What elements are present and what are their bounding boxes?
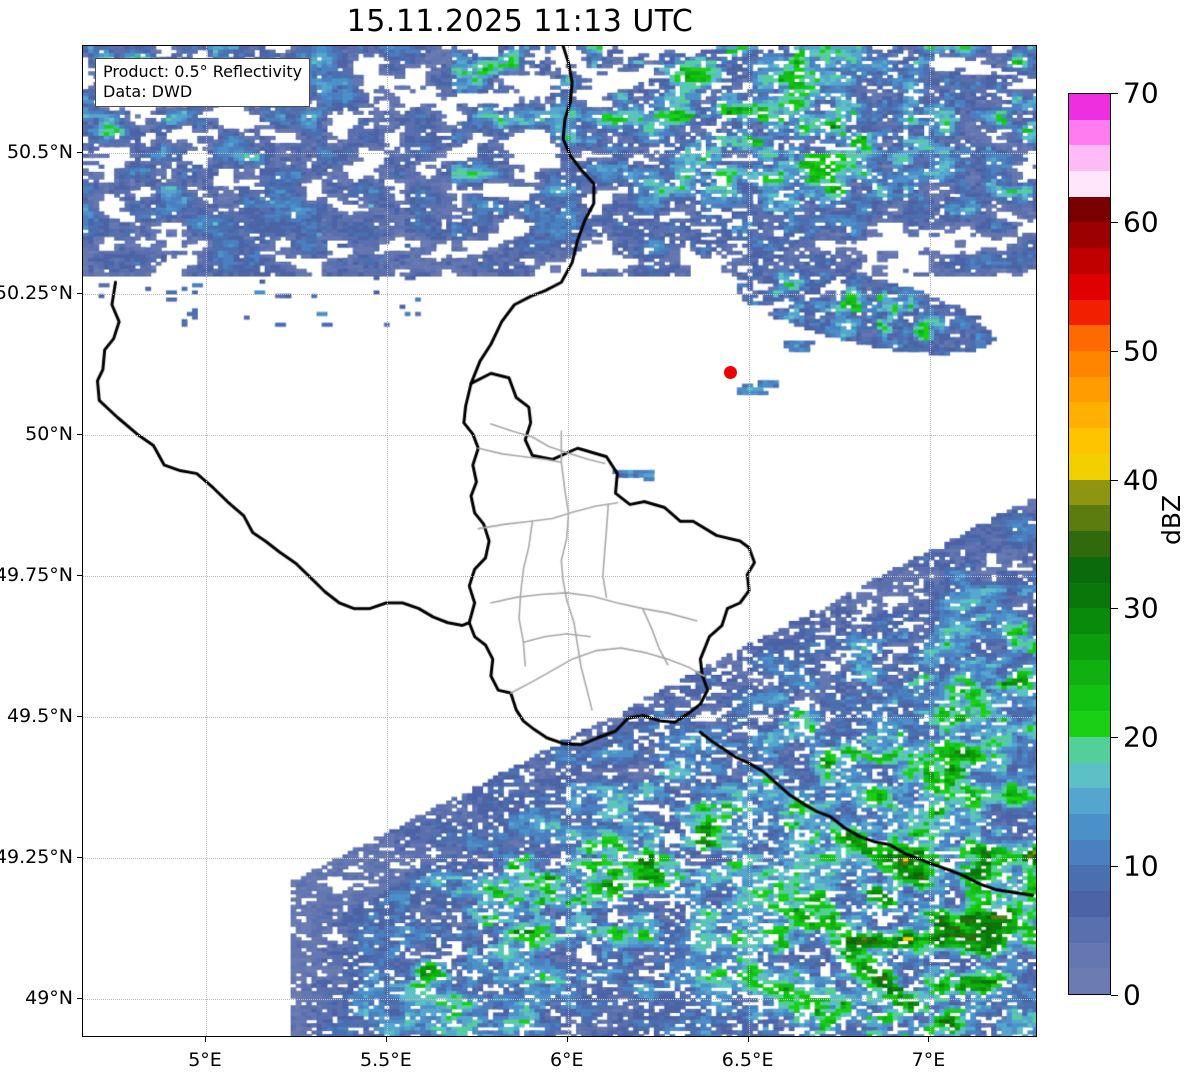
ytick-label-6: 49°N	[25, 986, 73, 1009]
colorbar-band-33	[1069, 119, 1110, 146]
colorbar[interactable]: 0 10 20 30 40 50 60 70	[1068, 77, 1159, 1012]
colorbar-band-5	[1069, 839, 1110, 866]
xtick-mark-2	[566, 1037, 568, 1042]
ytick-mark-5	[77, 856, 82, 858]
colorbar-tick-label-4: 40	[1123, 463, 1159, 497]
colorbar-tick-label-6: 60	[1123, 205, 1159, 239]
colorbar-band-14	[1069, 608, 1110, 634]
colorbar-tick-label-2: 20	[1123, 720, 1159, 754]
colorbar-band-7	[1069, 788, 1110, 814]
colorbar-band-17	[1069, 531, 1110, 557]
xtick-label-1: 5.5°E	[359, 1049, 412, 1071]
colorbar-band-31	[1069, 171, 1110, 197]
colorbar-tick-7	[1111, 93, 1118, 94]
gridline-lon-2	[567, 46, 569, 1036]
ytick-mark-2	[77, 433, 82, 435]
colorbar-tick-3	[1111, 608, 1118, 610]
colorbar-band-9	[1069, 736, 1110, 763]
colorbar-tick-1	[1111, 866, 1118, 868]
colorbar-band-18	[1069, 505, 1110, 532]
colorbar-band-24	[1069, 351, 1110, 377]
ytick-label-1: 50.25°N	[0, 282, 73, 304]
colorbar-band-30	[1069, 196, 1110, 223]
gridline-lon-1	[386, 46, 388, 1036]
colorbar-band-21	[1069, 428, 1110, 454]
gridline-lat-3	[83, 575, 1036, 577]
colorbar-tick-2	[1111, 737, 1118, 739]
colorbar-band-4	[1069, 865, 1110, 892]
xtick-label-3: 6.5°E	[721, 1049, 774, 1071]
colorbar-band-23	[1069, 376, 1110, 403]
colorbar-axis-label: dBZ	[1157, 494, 1186, 545]
colorbar-band-2	[1069, 916, 1110, 943]
gridline-lon-3	[748, 46, 750, 1036]
colorbar-band-28	[1069, 248, 1110, 274]
colorbar-band-6	[1069, 813, 1110, 840]
geographic-borders-layer	[83, 46, 1036, 1036]
ytick-mark-1	[77, 293, 82, 294]
colorbar-band-11	[1069, 685, 1110, 712]
xtick-mark-4	[928, 1037, 930, 1042]
radar-site-marker[interactable]	[724, 366, 738, 380]
colorbar-band-22	[1069, 402, 1110, 429]
colorbar-band-34	[1069, 93, 1110, 120]
ytick-label-3: 49.75°N	[0, 563, 73, 586]
colorbar-tick-label-0: 0	[1123, 978, 1141, 1012]
gridline-lat-0	[83, 153, 1036, 155]
page-title: 15.11.2025 11:13 UTC	[346, 4, 694, 39]
gridline-lon-4	[929, 46, 931, 1036]
colorbar-tick-4	[1111, 479, 1118, 481]
colorbar-gradient	[1068, 93, 1111, 995]
gridline-lat-4	[83, 716, 1036, 718]
ytick-label-4: 49.5°N	[6, 704, 73, 727]
gridline-lon-0	[206, 46, 207, 1036]
colorbar-band-29	[1069, 222, 1110, 249]
colorbar-band-0	[1069, 968, 1110, 994]
ytick-label-0: 50.5°N	[6, 141, 73, 164]
radar-map-plot[interactable]: Product: 0.5° Reflectivity Data: DWD	[82, 45, 1037, 1037]
xtick-label-0: 5°E	[188, 1049, 222, 1071]
data-source-line: Data: DWD	[103, 82, 193, 101]
colorbar-band-3	[1069, 891, 1110, 917]
ytick-mark-6	[77, 997, 82, 999]
colorbar-band-1	[1069, 942, 1110, 969]
colorbar-band-19	[1069, 479, 1110, 506]
ytick-mark-4	[77, 715, 82, 717]
colorbar-band-32	[1069, 145, 1110, 171]
colorbar-tick-5	[1111, 350, 1118, 352]
xtick-label-4: 7°E	[911, 1049, 946, 1071]
colorbar-tick-6	[1111, 221, 1118, 223]
colorbar-tick-0	[1111, 995, 1118, 996]
colorbar-tick-label-5: 50	[1123, 334, 1159, 368]
ytick-label-5: 49.25°N	[0, 845, 73, 868]
xtick-label-2: 6°E	[549, 1049, 584, 1071]
colorbar-band-20	[1069, 453, 1110, 480]
product-info-box: Product: 0.5° Reflectivity Data: DWD	[95, 58, 311, 107]
colorbar-tick-label-1: 10	[1123, 849, 1159, 883]
colorbar-band-13	[1069, 633, 1110, 660]
ytick-mark-3	[77, 574, 82, 576]
colorbar-band-8	[1069, 762, 1110, 789]
colorbar-band-10	[1069, 711, 1110, 737]
colorbar-tick-label-3: 30	[1123, 591, 1159, 625]
colorbar-band-25	[1069, 325, 1110, 352]
product-line: Product: 0.5° Reflectivity	[103, 62, 303, 81]
colorbar-band-16	[1069, 556, 1110, 583]
xtick-mark-3	[747, 1037, 749, 1042]
ytick-label-2: 50°N	[25, 422, 73, 445]
colorbar-band-15	[1069, 582, 1110, 609]
xtick-mark-0	[204, 1037, 206, 1042]
colorbar-tick-label-7: 70	[1123, 76, 1159, 110]
colorbar-band-27	[1069, 273, 1110, 300]
colorbar-band-26	[1069, 299, 1110, 326]
ytick-mark-0	[77, 152, 82, 154]
xtick-mark-1	[385, 1037, 387, 1042]
gridline-lat-5	[83, 857, 1036, 859]
gridline-lat-6	[83, 998, 1036, 1000]
gridline-lat-2	[83, 434, 1036, 436]
colorbar-band-12	[1069, 659, 1110, 686]
gridline-lat-1	[83, 294, 1036, 295]
